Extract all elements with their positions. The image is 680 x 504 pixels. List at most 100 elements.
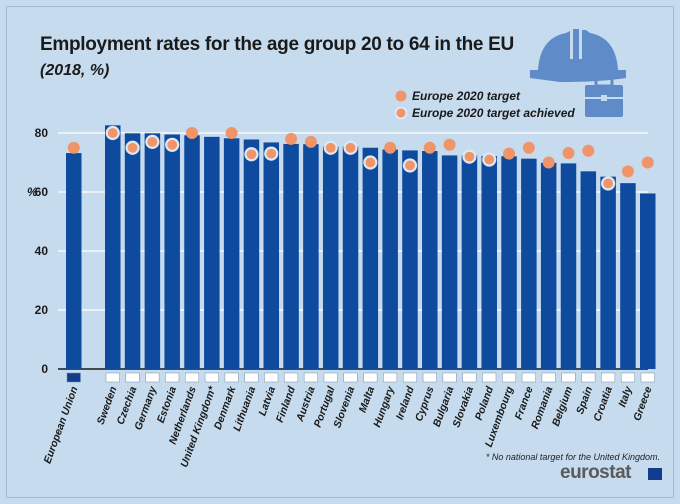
x-tick-label: Spain — [574, 385, 595, 416]
x-tick-label: European Union — [42, 385, 81, 465]
flag-icon — [323, 372, 338, 383]
target-achieved-marker — [402, 158, 418, 173]
target-marker — [621, 165, 634, 178]
target-achieved-marker — [165, 137, 180, 152]
target-marker — [285, 132, 298, 145]
target-marker — [542, 156, 555, 169]
bar-slovakia — [461, 155, 478, 369]
target-achieved-marker — [323, 140, 338, 155]
target-achieved-marker — [145, 134, 160, 149]
target-achieved-marker — [105, 125, 120, 141]
target-achieved-marker — [125, 140, 140, 155]
bar-cyprus — [422, 150, 438, 369]
flag-icon — [442, 372, 457, 383]
bar-spain — [580, 171, 597, 369]
bar-sweden — [105, 125, 121, 369]
bar-lithuania — [243, 139, 260, 369]
bar-slovenia — [342, 146, 359, 369]
eu-flag-icon — [648, 468, 662, 480]
flag-icon — [165, 372, 180, 383]
bar-czechia — [124, 133, 141, 369]
footnote: * No national target for the United King… — [485, 452, 660, 462]
flag-icon — [422, 372, 437, 383]
bar-malta — [362, 147, 379, 369]
bar-estonia — [164, 134, 180, 369]
flag-icon — [125, 372, 140, 383]
flag-icon — [244, 372, 259, 383]
flag-icon — [383, 372, 398, 383]
y-tick-label: 0 — [41, 362, 48, 376]
flag-icon — [620, 372, 635, 383]
eurostat-logo: eurostat — [560, 462, 631, 483]
target-marker — [562, 147, 575, 160]
legend-target-marker — [395, 90, 407, 102]
flag-icon — [105, 372, 120, 383]
legend-achieved-marker — [394, 106, 408, 120]
target-marker — [384, 141, 397, 154]
bar-austria — [303, 144, 319, 369]
target-marker — [641, 156, 654, 169]
legend-target-label: Europe 2020 target — [412, 89, 521, 103]
bar-european-union — [66, 153, 82, 369]
bar-romania — [540, 162, 557, 369]
x-tick-label: Latvia — [256, 385, 278, 418]
bar-portugal — [322, 146, 339, 369]
target-marker — [423, 141, 436, 154]
bar-belgium — [560, 163, 577, 369]
target-marker — [582, 144, 595, 157]
flag-icon — [601, 372, 616, 383]
legend-achieved-label: Europe 2020 target achieved — [412, 106, 575, 120]
target-marker — [67, 141, 80, 154]
bar-luxembourg — [501, 156, 517, 369]
x-tick-label: Italy — [616, 384, 635, 409]
bar-greece — [640, 193, 656, 369]
x-tick-label: Malta — [357, 385, 378, 414]
flag-icon — [284, 372, 299, 383]
flag-icon — [363, 372, 378, 383]
y-axis-unit: % — [27, 185, 38, 199]
target-marker — [522, 141, 535, 154]
flag-icon — [402, 372, 417, 383]
bar-united-kingdom- — [204, 136, 220, 369]
flag-icon — [581, 372, 596, 383]
y-tick-label: 80 — [35, 126, 49, 140]
bar-poland — [481, 156, 497, 369]
flag-icon — [462, 372, 477, 383]
target-marker — [225, 127, 238, 139]
flag-icon — [264, 372, 279, 383]
bar-denmark — [223, 138, 240, 369]
target-achieved-marker — [601, 176, 616, 191]
flag-icon — [640, 372, 655, 383]
x-tick-label: Greece — [631, 385, 655, 423]
bar-italy — [620, 183, 636, 369]
y-tick-label: 40 — [35, 244, 49, 258]
hard-hat-icon — [530, 29, 626, 82]
target-achieved-marker — [244, 147, 259, 162]
flag-icon — [204, 372, 219, 383]
bar-netherlands — [184, 135, 200, 369]
target-achieved-marker — [363, 155, 378, 170]
flag-icon — [303, 372, 318, 383]
bar-france — [521, 158, 537, 369]
flag-icon — [521, 372, 536, 383]
target-marker — [503, 147, 516, 160]
target-achieved-marker — [462, 149, 477, 164]
chart-subtitle: (2018, %) — [40, 62, 110, 79]
target-marker — [186, 127, 199, 139]
flag-icon — [343, 372, 358, 383]
flag-icon — [66, 372, 81, 383]
bar-croatia — [600, 176, 616, 369]
chart-legend: Europe 2020 target Europe 2020 target ac… — [394, 89, 575, 120]
flag-icon — [145, 372, 160, 383]
target-marker — [443, 138, 456, 151]
y-tick-label: 20 — [35, 303, 49, 317]
bar-ireland — [402, 150, 418, 369]
target-marker — [304, 135, 317, 148]
flag-icon — [541, 372, 556, 383]
target-achieved-marker — [482, 152, 497, 167]
flag-icon — [482, 372, 497, 383]
chart-title: Employment rates for the age group 20 to… — [40, 34, 514, 55]
bar-bulgaria — [441, 155, 458, 369]
bar-finland — [283, 143, 299, 369]
